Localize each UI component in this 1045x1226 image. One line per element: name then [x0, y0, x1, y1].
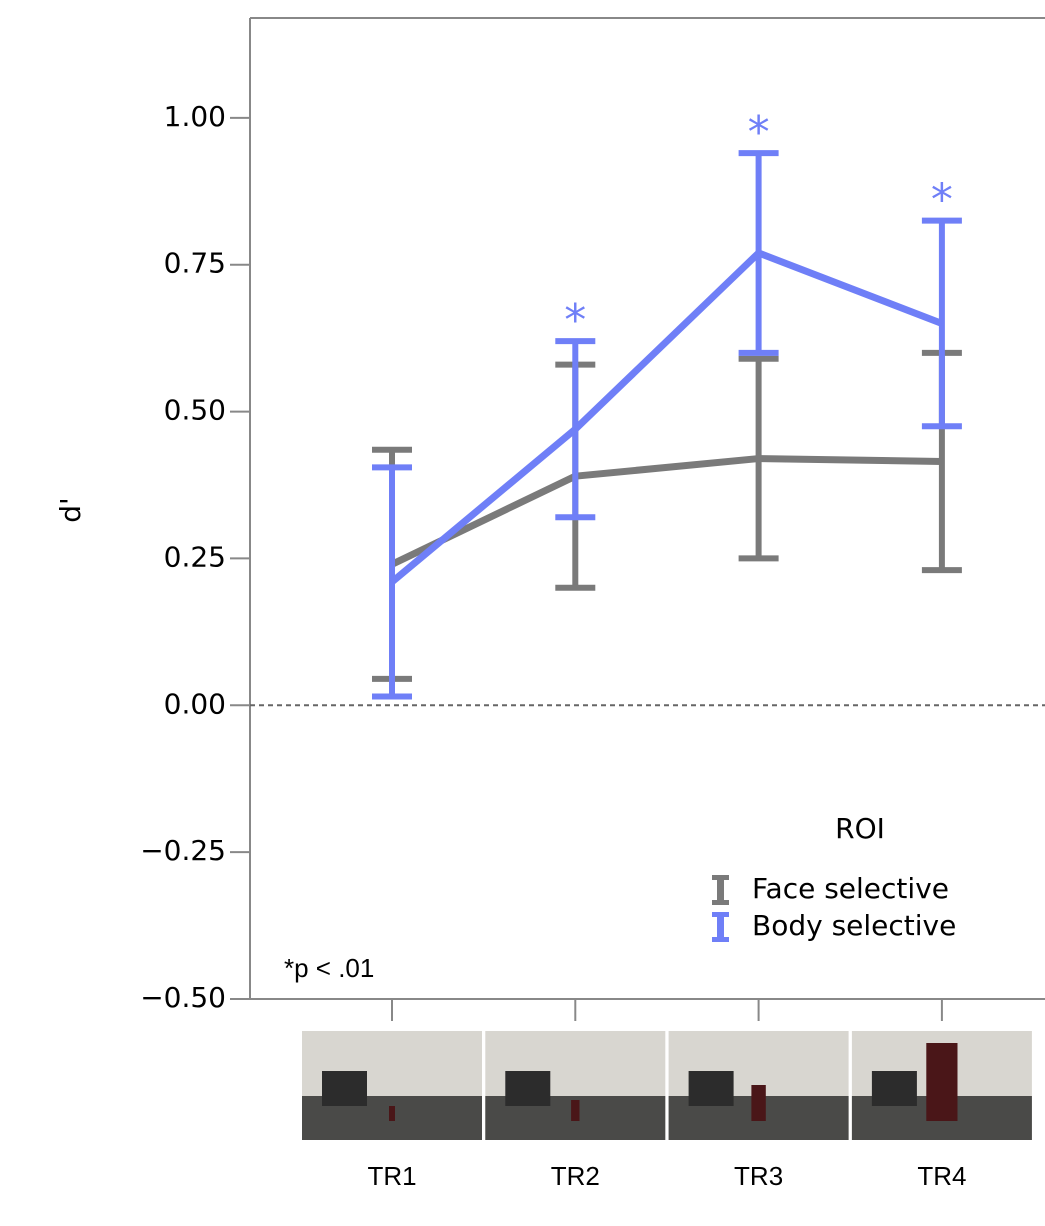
x-tick-label: TR4 [917, 1161, 966, 1191]
y-tick-label: −0.50 [140, 981, 226, 1014]
y-axis-label: d' [54, 497, 87, 522]
legend-swatch [717, 914, 724, 940]
thumbnail-doorway [322, 1071, 367, 1106]
y-tick-label: 1.00 [164, 100, 226, 133]
legend-label: Face selective [752, 872, 949, 905]
x-tick-label: TR2 [551, 1161, 600, 1191]
thumbnail-person [571, 1100, 579, 1121]
thumbnail-doorway [689, 1071, 734, 1106]
y-tick-label: 0.50 [164, 394, 226, 427]
series-line [392, 253, 942, 582]
legend-swatch-cap [712, 937, 729, 942]
y-tick-label: −0.25 [140, 834, 226, 867]
legend-swatch-cap [712, 912, 729, 917]
thumbnail-person [751, 1085, 765, 1121]
thumbnail-doorway [872, 1071, 917, 1106]
legend-swatch-cap [712, 875, 729, 880]
thumbnail-person [389, 1106, 395, 1121]
y-tick-label: 0.75 [164, 247, 226, 280]
thumbnail-person [926, 1043, 957, 1121]
note: *p < .01 [284, 953, 374, 983]
y-tick-label: 0.25 [164, 540, 226, 573]
significance-marker: * [931, 175, 953, 226]
x-tick-label: TR1 [367, 1161, 416, 1191]
chart: d' *p < .01 ROI −0.50 −0.25 0.00 0.25 0.50 0.… [0, 0, 1045, 1222]
x-tick-label: TR3 [734, 1161, 783, 1191]
legend-label: Body selective [752, 909, 956, 942]
y-tick-label: 0.00 [164, 687, 226, 720]
legend-swatch [717, 877, 724, 903]
significance-marker: * [748, 107, 770, 158]
significance-marker: * [564, 295, 586, 346]
thumbnail-doorway [505, 1071, 550, 1106]
legend-title: ROI [835, 812, 885, 845]
legend-swatch-cap [712, 900, 729, 905]
